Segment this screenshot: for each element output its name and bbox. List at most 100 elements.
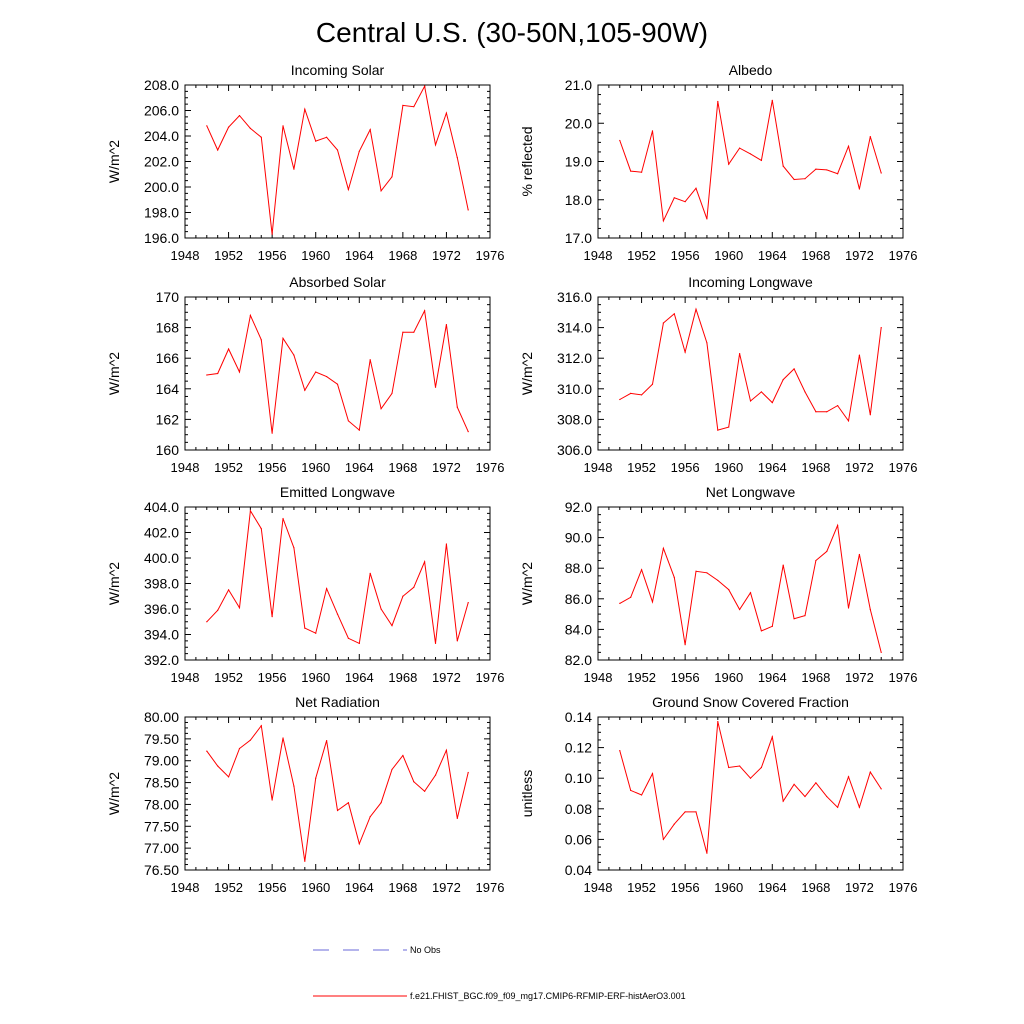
incoming-solar-title: Incoming Solar xyxy=(291,62,385,78)
ground-snow-covered-fraction-point xyxy=(782,800,784,802)
incoming-solar-ytick-label: 200.0 xyxy=(144,179,179,195)
ground-snow-covered-fraction-ytick-label: 0.12 xyxy=(565,740,592,756)
absorbed-solar-point xyxy=(402,331,404,333)
emitted-longwave-point xyxy=(315,632,317,634)
net-radiation-ytick-label: 80.00 xyxy=(144,709,179,725)
net-radiation-point xyxy=(227,776,230,778)
net-longwave-point xyxy=(815,559,817,562)
incoming-longwave-point xyxy=(673,313,675,315)
net-longwave-point xyxy=(630,596,632,598)
ground-snow-covered-fraction-point xyxy=(869,771,871,773)
absorbed-solar-point xyxy=(249,314,251,316)
net-radiation-point xyxy=(391,768,393,771)
net-longwave-point xyxy=(662,547,664,549)
ground-snow-covered-fraction-xtick-label: 1976 xyxy=(889,880,918,895)
net-radiation-xtick-label: 1968 xyxy=(388,880,417,895)
panel-grid: Incoming Solar W/m^2 1948 1952 1956 1960 1964 1… xyxy=(106,62,917,895)
ground-snow-covered-fraction-point xyxy=(760,766,762,769)
net-radiation-point xyxy=(434,774,437,776)
emitted-longwave-title: Emitted Longwave xyxy=(280,484,395,500)
albedo-point xyxy=(728,163,730,165)
ground-snow-covered-fraction-point xyxy=(793,783,795,785)
incoming-solar-point xyxy=(293,168,295,170)
albedo-xtick-label: 1968 xyxy=(801,248,830,263)
incoming-solar-plot-frame xyxy=(184,84,491,239)
absorbed-solar-xtick-label: 1956 xyxy=(258,460,287,475)
net-longwave-point xyxy=(619,602,621,604)
absorbed-solar-point xyxy=(347,420,349,422)
net-longwave-point xyxy=(728,589,730,591)
net-radiation-point xyxy=(347,802,349,804)
absorbed-solar-point xyxy=(206,374,208,376)
emitted-longwave-point xyxy=(347,637,349,639)
incoming-longwave-xtick-label: 1960 xyxy=(714,460,743,475)
net-radiation-point xyxy=(445,749,448,751)
emitted-longwave-ytick-label: 402.0 xyxy=(144,525,179,541)
net-longwave-point xyxy=(771,625,773,627)
panel-incoming-longwave: Incoming Longwave W/m^2 1948 1952 1956 1960 19… xyxy=(519,274,917,475)
ground-snow-covered-fraction-point xyxy=(662,838,664,841)
absorbed-solar-point xyxy=(445,323,448,326)
net-radiation-point xyxy=(380,802,382,804)
incoming-longwave-ytick-label: 314.0 xyxy=(557,320,592,336)
net-radiation-point xyxy=(467,771,469,774)
net-radiation-point xyxy=(282,737,284,739)
albedo-ylabel: % reflected xyxy=(519,126,535,196)
net-radiation-xtick-label: 1972 xyxy=(432,880,461,895)
net-radiation-xtick-label: 1956 xyxy=(258,880,287,895)
net-longwave-xtick-label: 1956 xyxy=(671,670,700,685)
absorbed-solar-xtick-label: 1968 xyxy=(388,460,417,475)
albedo-point xyxy=(826,169,828,171)
absorbed-solar-point xyxy=(434,386,437,388)
absorbed-solar-title: Absorbed Solar xyxy=(289,274,386,290)
incoming-longwave-point xyxy=(826,411,828,413)
net-longwave-point xyxy=(804,615,806,617)
ground-snow-covered-fraction-point xyxy=(739,765,741,767)
incoming-solar-point xyxy=(456,157,458,159)
absorbed-solar-xtick-label: 1972 xyxy=(432,460,461,475)
net-longwave-ytick-label: 88.0 xyxy=(565,560,592,576)
emitted-longwave-xtick-label: 1948 xyxy=(171,670,200,685)
emitted-longwave-point xyxy=(227,589,230,591)
absorbed-solar-point xyxy=(358,429,360,431)
albedo-point xyxy=(869,136,871,138)
incoming-solar-point xyxy=(326,136,328,138)
net-longwave-xtick-label: 1976 xyxy=(889,670,918,685)
incoming-longwave-point xyxy=(651,383,654,385)
emitted-longwave-point xyxy=(271,616,273,618)
panel-incoming-solar: Incoming Solar W/m^2 1948 1952 1956 1960 1964 1… xyxy=(106,62,504,263)
net-longwave-xtick-label: 1960 xyxy=(714,670,743,685)
net-radiation-point xyxy=(402,754,404,757)
net-radiation-point xyxy=(206,750,208,752)
emitted-longwave-series-line xyxy=(206,509,469,645)
emitted-longwave-point xyxy=(249,510,251,512)
legend: No Obs f.e21.FHIST_BGC.f09_f09_mg17.CMIP… xyxy=(313,945,686,1001)
panel-net-radiation: Net Radiation W/m^2 1948 1952 1956 1960 1964 19… xyxy=(106,694,504,895)
albedo-point xyxy=(804,178,806,180)
incoming-solar-point xyxy=(227,126,230,128)
figure-title: Central U.S. (30-50N,105-90W) xyxy=(316,17,708,48)
ground-snow-covered-fraction-ytick-label: 0.14 xyxy=(565,709,592,725)
incoming-solar-series-line xyxy=(206,84,469,235)
absorbed-solar-point xyxy=(271,432,273,434)
ground-snow-covered-fraction-point xyxy=(706,852,708,854)
ground-snow-covered-fraction-point xyxy=(749,777,752,779)
ground-snow-covered-fraction-ytick-label: 0.10 xyxy=(565,770,592,786)
albedo-point xyxy=(739,147,741,149)
incoming-solar-point xyxy=(260,136,262,138)
panel-albedo: Albedo % reflected 1948 1952 1956 1960 1964 196… xyxy=(519,62,917,263)
net-radiation-ytick-label: 77.50 xyxy=(144,818,179,834)
incoming-longwave-xtick-label: 1972 xyxy=(845,460,874,475)
panel-ground-snow-covered-fraction: Ground Snow Covered Fraction unitless 1948… xyxy=(519,694,917,895)
net-radiation-ytick-label: 77.00 xyxy=(144,840,179,856)
incoming-longwave-xtick-label: 1952 xyxy=(627,460,656,475)
albedo-point xyxy=(815,168,817,170)
incoming-longwave-series-line xyxy=(619,307,882,431)
emitted-longwave-xtick-label: 1976 xyxy=(476,670,505,685)
albedo-ytick-label: 21.0 xyxy=(565,77,592,93)
net-radiation-xtick-label: 1964 xyxy=(345,880,374,895)
absorbed-solar-xtick-label: 1976 xyxy=(476,460,505,475)
net-longwave-ylabel: W/m^2 xyxy=(519,562,535,605)
ground-snow-covered-fraction-xtick-label: 1952 xyxy=(627,880,656,895)
